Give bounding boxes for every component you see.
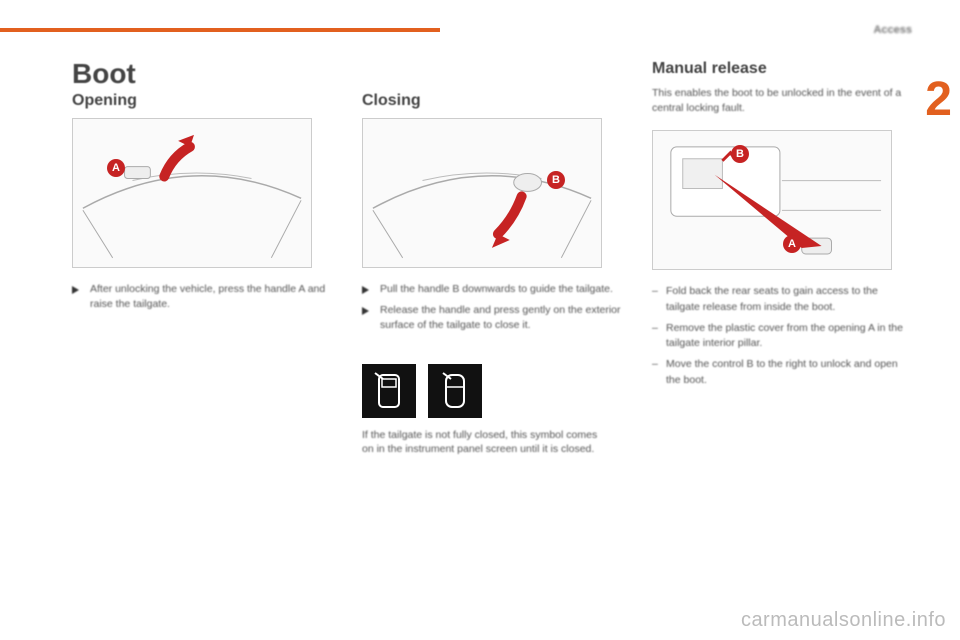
manual-section: Manual release This enables the boot to … [652, 60, 912, 394]
closing-steps: Pull the handle B downwards to guide the… [362, 282, 622, 334]
manual-figure: B A [652, 130, 892, 270]
opening-sketch [73, 119, 311, 268]
closing-step: Pull the handle B downwards to guide the… [362, 282, 622, 297]
manual-step: Move the control B to the right to unloc… [652, 357, 912, 387]
manual-step: Fold back the rear seats to gain access … [652, 284, 912, 314]
warning-text: If the tailgate is not fully closed, thi… [362, 428, 602, 457]
section-label: Access [873, 24, 912, 36]
manual-step: Remove the plastic cover from the openin… [652, 321, 912, 351]
page-title: Boot [72, 58, 136, 90]
opening-steps: After unlocking the vehicle, press the h… [72, 282, 332, 312]
closing-figure: B [362, 118, 602, 268]
watermark: carmanualsonline.info [741, 609, 946, 632]
closing-heading: Closing [362, 92, 622, 110]
closing-step: Release the handle and press gently on t… [362, 303, 622, 333]
manual-sketch [653, 131, 891, 270]
opening-figure: A [72, 118, 312, 268]
chapter-number: 2 [925, 72, 952, 127]
manual-steps: Fold back the rear seats to gain access … [652, 284, 912, 387]
boot-open-rear-icon [362, 364, 416, 418]
manual-heading: Manual release [652, 60, 912, 78]
marker-b-icon: B [547, 171, 565, 189]
warning-icons [362, 364, 622, 418]
boot-open-top-icon [428, 364, 482, 418]
marker-a-icon: A [107, 159, 125, 177]
closing-section: Closing B Pull the handle B downwards to… [362, 92, 622, 457]
closing-sketch [363, 119, 601, 268]
opening-section: Opening A After unlocking the vehicle, p… [72, 92, 332, 318]
manual-intro: This enables the boot to be unlocked in … [652, 86, 912, 116]
top-rule [0, 28, 440, 32]
opening-step: After unlocking the vehicle, press the h… [72, 282, 332, 312]
opening-heading: Opening [72, 92, 332, 110]
